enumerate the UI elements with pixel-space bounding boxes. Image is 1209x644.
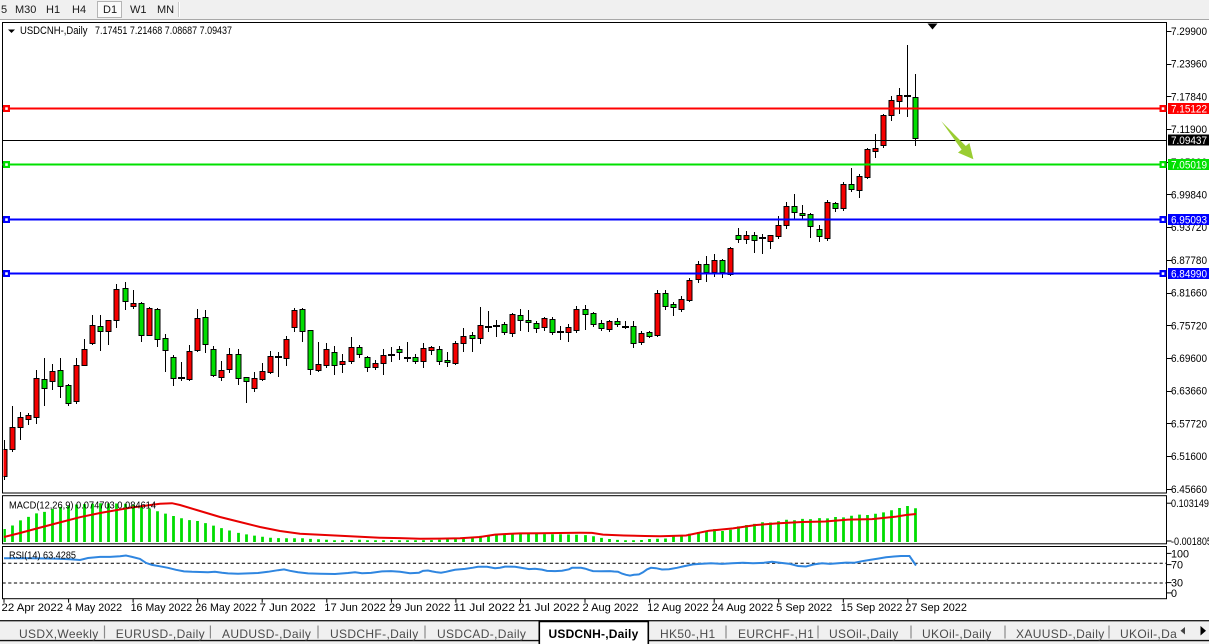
- svg-text:12 Aug 2022: 12 Aug 2022: [647, 602, 709, 614]
- svg-text:70: 70: [1171, 560, 1183, 572]
- svg-text:UKOil-,Da: UKOil-,Da: [1120, 627, 1177, 641]
- svg-text:2 Aug 2022: 2 Aug 2022: [583, 602, 639, 614]
- svg-text:W1: W1: [130, 4, 147, 16]
- svg-text:-0.001805: -0.001805: [1171, 536, 1209, 548]
- svg-text:16 May 2022: 16 May 2022: [131, 602, 193, 614]
- svg-text:UKOil-,Daily: UKOil-,Daily: [922, 627, 992, 641]
- svg-text:29 Jun 2022: 29 Jun 2022: [389, 602, 451, 614]
- svg-text:22 Apr 2022: 22 Apr 2022: [2, 602, 64, 614]
- svg-text:7.09437: 7.09437: [1171, 135, 1207, 147]
- svg-text:USOil-,Daily: USOil-,Daily: [829, 627, 899, 641]
- svg-text:0: 0: [1171, 588, 1177, 600]
- svg-text:7.17840: 7.17840: [1171, 91, 1207, 103]
- svg-text:0.103149: 0.103149: [1171, 498, 1209, 510]
- svg-text:26 May 2022: 26 May 2022: [195, 602, 257, 614]
- svg-text:11 Jul 2022: 11 Jul 2022: [453, 602, 515, 614]
- svg-text:7 Jun 2022: 7 Jun 2022: [260, 602, 316, 614]
- svg-text:6.95093: 6.95093: [1171, 215, 1207, 227]
- svg-text:24 Aug 2022: 24 Aug 2022: [712, 602, 774, 614]
- svg-text:6.93720: 6.93720: [1171, 222, 1207, 234]
- svg-text:USDCHF-,Daily: USDCHF-,Daily: [330, 627, 419, 641]
- svg-text:6.63660: 6.63660: [1171, 386, 1207, 398]
- svg-text:6.51600: 6.51600: [1171, 451, 1207, 463]
- svg-text:D1: D1: [103, 4, 117, 16]
- svg-text:6.87780: 6.87780: [1171, 255, 1207, 267]
- svg-text:27 Sep 2022: 27 Sep 2022: [905, 602, 967, 614]
- svg-text:6.57720: 6.57720: [1171, 418, 1207, 430]
- svg-text:17 Jun 2022: 17 Jun 2022: [324, 602, 386, 614]
- svg-text:7.29900: 7.29900: [1171, 26, 1207, 38]
- svg-text:M30: M30: [15, 4, 36, 16]
- svg-text:H1: H1: [46, 4, 60, 16]
- svg-text:6.99840: 6.99840: [1171, 190, 1207, 202]
- svg-text:USDX,Weekly: USDX,Weekly: [19, 627, 99, 641]
- svg-text:21 Jul 2022: 21 Jul 2022: [518, 602, 580, 614]
- svg-text:6.45660: 6.45660: [1171, 484, 1207, 496]
- svg-text:USDCNH-,Daily: USDCNH-,Daily: [20, 25, 88, 37]
- svg-text:HK50-,H1: HK50-,H1: [660, 627, 716, 641]
- svg-text:4 May 2022: 4 May 2022: [66, 602, 122, 614]
- svg-text:MN: MN: [157, 4, 174, 16]
- svg-text:7.05019: 7.05019: [1171, 160, 1207, 172]
- svg-text:5 Sep 2022: 5 Sep 2022: [776, 602, 832, 614]
- svg-text:RSI(14) 63.4285: RSI(14) 63.4285: [9, 551, 76, 562]
- svg-text:USDCAD-,Daily: USDCAD-,Daily: [437, 627, 526, 641]
- svg-text:30: 30: [1171, 578, 1183, 590]
- svg-text:XAUUSD-,Daily: XAUUSD-,Daily: [1016, 627, 1105, 641]
- svg-text:6.84990: 6.84990: [1171, 269, 1207, 281]
- svg-text:H4: H4: [72, 4, 86, 16]
- svg-text:6.81660: 6.81660: [1171, 288, 1207, 300]
- svg-text:5: 5: [1, 4, 7, 16]
- svg-text:EURUSD-,Daily: EURUSD-,Daily: [116, 627, 205, 641]
- svg-text:7.17451 7.21468 7.08687 7.0943: 7.17451 7.21468 7.08687 7.09437: [95, 25, 232, 37]
- svg-text:100: 100: [1171, 548, 1189, 560]
- svg-text:7.15122: 7.15122: [1171, 104, 1207, 116]
- svg-text:6.75720: 6.75720: [1171, 320, 1207, 332]
- svg-text:7.11900: 7.11900: [1171, 124, 1207, 136]
- svg-text:AUDUSD-,Daily: AUDUSD-,Daily: [222, 627, 311, 641]
- svg-text:USDCNH-,Daily: USDCNH-,Daily: [549, 627, 639, 641]
- svg-text:7.23960: 7.23960: [1171, 59, 1207, 71]
- svg-text:EURCHF-,H1: EURCHF-,H1: [738, 627, 814, 641]
- svg-text:15 Sep 2022: 15 Sep 2022: [841, 602, 903, 614]
- svg-text:6.69600: 6.69600: [1171, 353, 1207, 365]
- svg-text:MACD(12,26,9) 0.074703 0.08461: MACD(12,26,9) 0.074703 0.084614: [9, 501, 156, 512]
